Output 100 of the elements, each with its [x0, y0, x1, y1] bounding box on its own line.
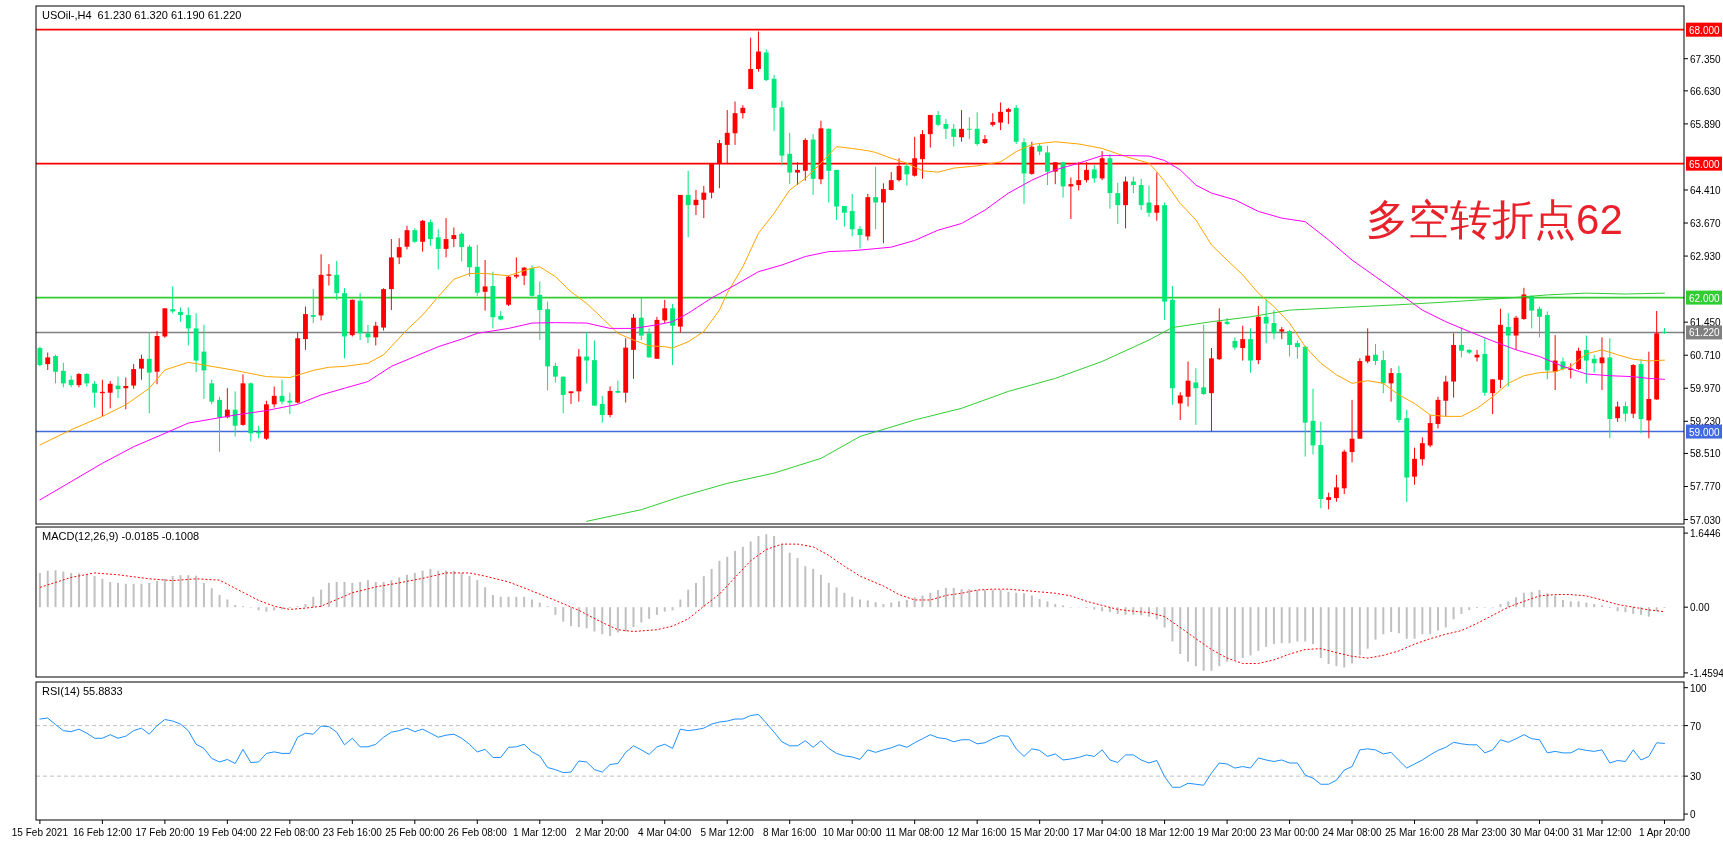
line-series [39, 713, 1665, 788]
y-tick-label: 58.510 [1690, 448, 1722, 460]
y-tick-label: 100 [1690, 682, 1708, 694]
bar [593, 607, 596, 632]
bar [1421, 607, 1424, 635]
x-tick-label: 17 Feb 20:00 [135, 827, 195, 838]
bar [882, 604, 885, 608]
bar [1554, 595, 1557, 608]
bar [734, 550, 737, 608]
bar [1054, 604, 1057, 608]
x-tick-label: 30 Mar 04:00 [1510, 827, 1570, 838]
bar [624, 607, 627, 632]
bar [343, 581, 346, 608]
bar [694, 582, 697, 608]
bar [1030, 595, 1033, 608]
bar [1163, 607, 1166, 628]
bar [257, 607, 260, 611]
bar [1335, 607, 1338, 667]
chart-title: USOil-,H4 61.230 61.320 61.190 61.220 [42, 9, 242, 21]
bar [1413, 607, 1416, 639]
bar [1241, 607, 1244, 659]
bar [437, 570, 440, 608]
bar [1522, 592, 1525, 608]
bar [499, 596, 502, 608]
x-tick-label: 8 Mar 16:00 [763, 827, 817, 838]
x-tick-label: 24 Mar 08:00 [1322, 827, 1382, 838]
bar [866, 600, 869, 608]
bar [944, 587, 947, 608]
x-tick-label: 1 Apr 20:00 [1638, 827, 1691, 838]
bar [929, 592, 932, 608]
bar [515, 596, 518, 608]
x-tick-label: 22 Feb 08:00 [260, 827, 320, 838]
bar [273, 607, 276, 611]
bar [1632, 607, 1635, 614]
bar [898, 601, 901, 608]
bar [1444, 607, 1447, 628]
bar [1312, 607, 1314, 645]
bar [304, 604, 307, 608]
bar [648, 607, 651, 619]
bar [773, 536, 776, 608]
bar [1358, 607, 1361, 656]
x-tick-label: 1 Mar 12:00 [513, 827, 567, 838]
bar [1304, 607, 1307, 642]
bar [1233, 607, 1236, 660]
y-tick-label: 62.930 [1690, 251, 1722, 263]
bar [851, 596, 854, 608]
y-tick-label: 0.00 [1690, 602, 1710, 614]
bar [460, 572, 463, 608]
bar [757, 536, 760, 608]
line-series [39, 543, 1665, 664]
bar [905, 599, 908, 608]
bar [179, 575, 182, 608]
y-tick-label: 66.630 [1690, 85, 1722, 97]
bar [406, 574, 408, 608]
bar [187, 575, 190, 608]
bar [132, 583, 135, 608]
bar [1647, 607, 1650, 617]
bar [983, 590, 986, 608]
x-tick-label: 4 Mar 04:00 [638, 827, 692, 838]
bar [780, 544, 783, 608]
bar [640, 607, 643, 623]
line-series [39, 155, 1665, 501]
bar [1319, 607, 1322, 659]
bar [577, 607, 580, 627]
bar [312, 596, 315, 608]
bar [1023, 593, 1026, 608]
bar [718, 560, 721, 608]
bar [476, 580, 479, 608]
x-tick-label: 15 Mar 20:00 [1010, 827, 1070, 838]
bar [1507, 601, 1510, 608]
bar [327, 582, 330, 608]
bar [38, 572, 41, 608]
bar [202, 582, 205, 608]
x-tick-label: 26 Feb 08:00 [447, 827, 508, 838]
bar [687, 589, 690, 608]
bar [109, 581, 112, 608]
bar [1296, 607, 1299, 642]
line-series [39, 141, 1665, 446]
bar [827, 582, 830, 608]
bar [601, 607, 604, 635]
bar [1327, 607, 1330, 664]
bar [1116, 607, 1119, 614]
bar [1265, 607, 1268, 647]
bar [1624, 607, 1627, 613]
bar [530, 599, 533, 608]
bar [976, 590, 979, 608]
ref-line-label: 62.000 [1689, 292, 1721, 304]
y-tick-label: 60.710 [1690, 350, 1722, 362]
bar [679, 599, 682, 608]
x-tick-label: 17 Mar 04:00 [1072, 827, 1133, 838]
ref-line-label: 59.000 [1689, 426, 1721, 438]
bar [710, 568, 713, 608]
bar [124, 583, 127, 608]
annotation: 多空转折点62 [1366, 196, 1623, 243]
bar [1538, 590, 1541, 608]
y-tick-label: 1.6446 [1690, 528, 1722, 540]
bar [171, 576, 174, 608]
y-tick-label: 59.230 [1690, 416, 1722, 428]
y-tick-label: 59.970 [1690, 383, 1722, 395]
bar [952, 587, 955, 608]
